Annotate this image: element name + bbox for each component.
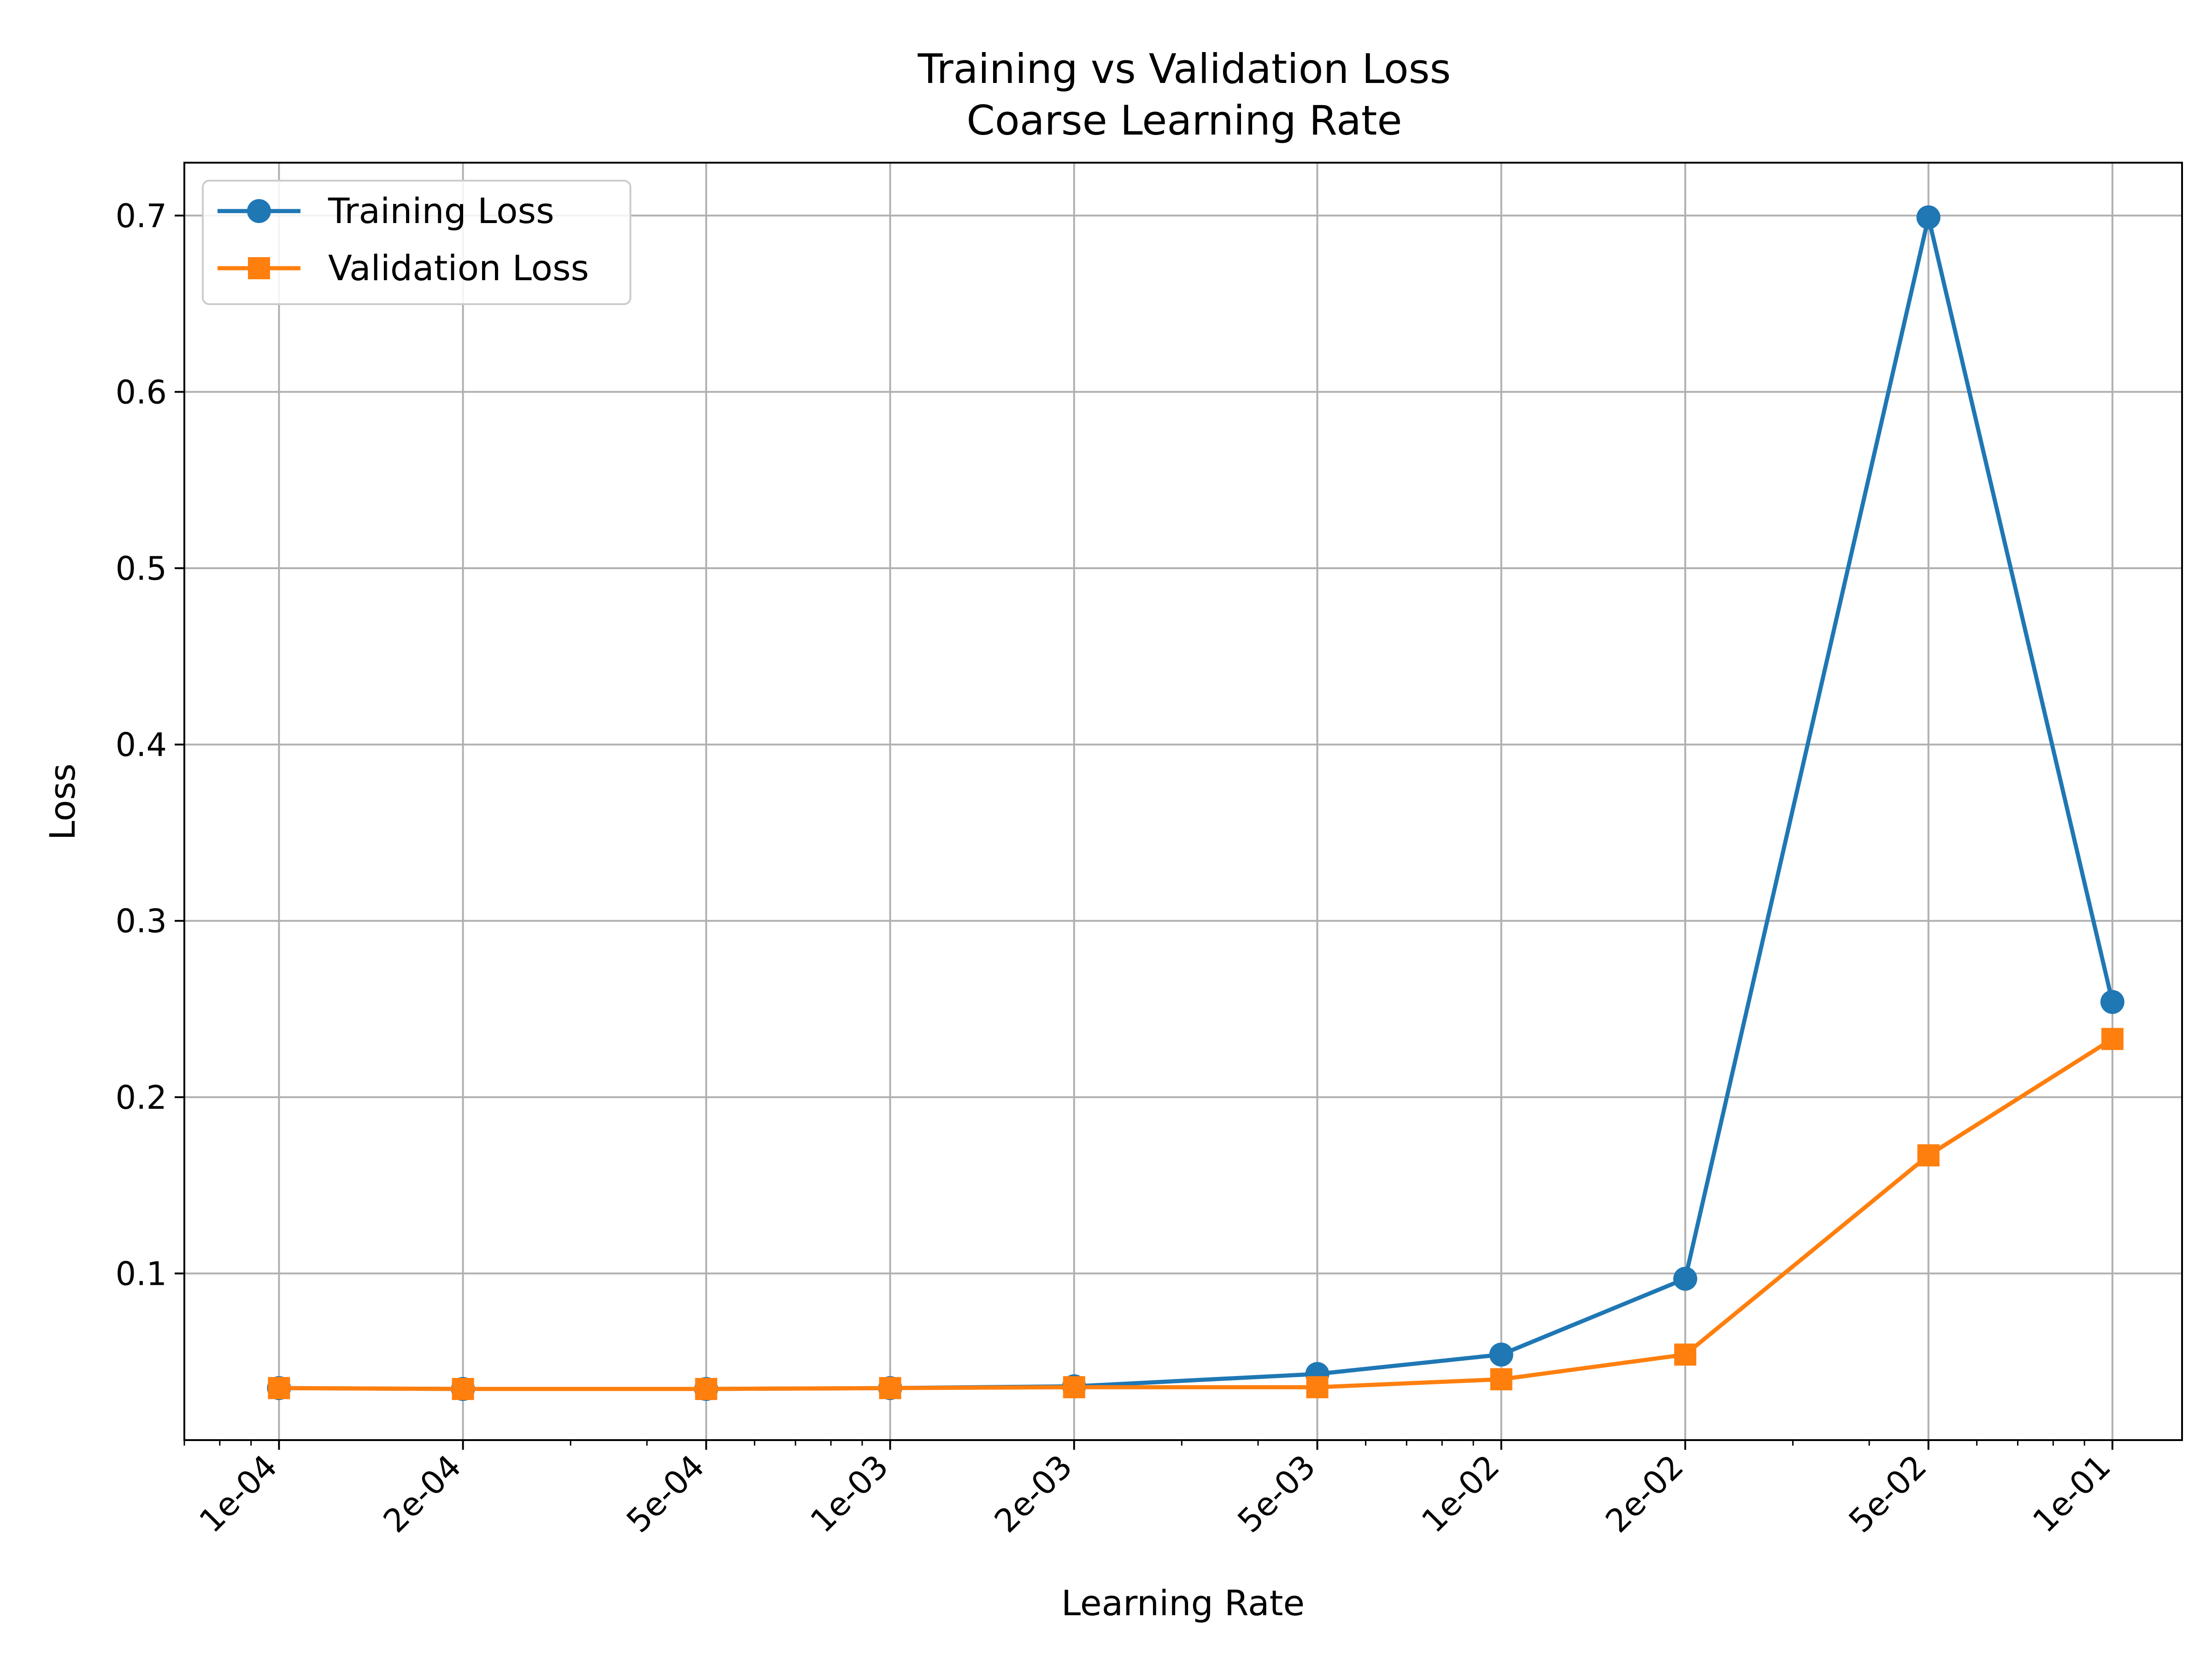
validation-loss-point [1490,1368,1512,1390]
training-loss-point [1489,1342,1513,1367]
validation-loss-point [1063,1376,1085,1399]
x-axis-label: Learning Rate [1061,1583,1305,1624]
legend-box [202,180,631,305]
legend-label-validation: Validation Loss [328,247,589,288]
y-tick-label: 0.3 [116,902,167,940]
legend: Training Loss Validation Loss [202,180,631,305]
validation-loss-point [2101,1028,2124,1050]
grid [184,163,2182,1440]
y-tick-label: 0.1 [116,1255,167,1293]
legend-marker-training [247,199,271,223]
y-tick-label: 0.4 [116,726,167,764]
validation-loss-point [1306,1376,1329,1399]
legend-marker-validation [248,257,270,279]
validation-loss-point [879,1377,901,1400]
series-layer [267,205,2124,1401]
training-loss-point [2100,990,2124,1014]
y-tick-label: 0.2 [116,1079,167,1117]
validation-loss-line [276,1037,2115,1391]
validation-loss-point [1674,1343,1696,1366]
chart-title: Training vs Validation Loss [918,45,1451,93]
validation-loss-point [268,1377,290,1400]
y-tick-label: 0.7 [116,197,167,235]
y-tick-label: 0.6 [116,373,167,411]
y-tick-label: 0.5 [116,550,167,588]
y-axis-label: Loss [42,764,83,841]
training-loss-point [1673,1266,1697,1291]
legend-label-training: Training Loss [328,190,554,231]
chart-subtitle: Coarse Learning Rate [966,97,1402,144]
validation-loss-point [1917,1144,1940,1167]
validation-loss-point [695,1378,718,1400]
plot-frame [183,162,2183,1441]
training-loss-point [1916,205,1941,229]
validation-loss-point [452,1378,474,1400]
